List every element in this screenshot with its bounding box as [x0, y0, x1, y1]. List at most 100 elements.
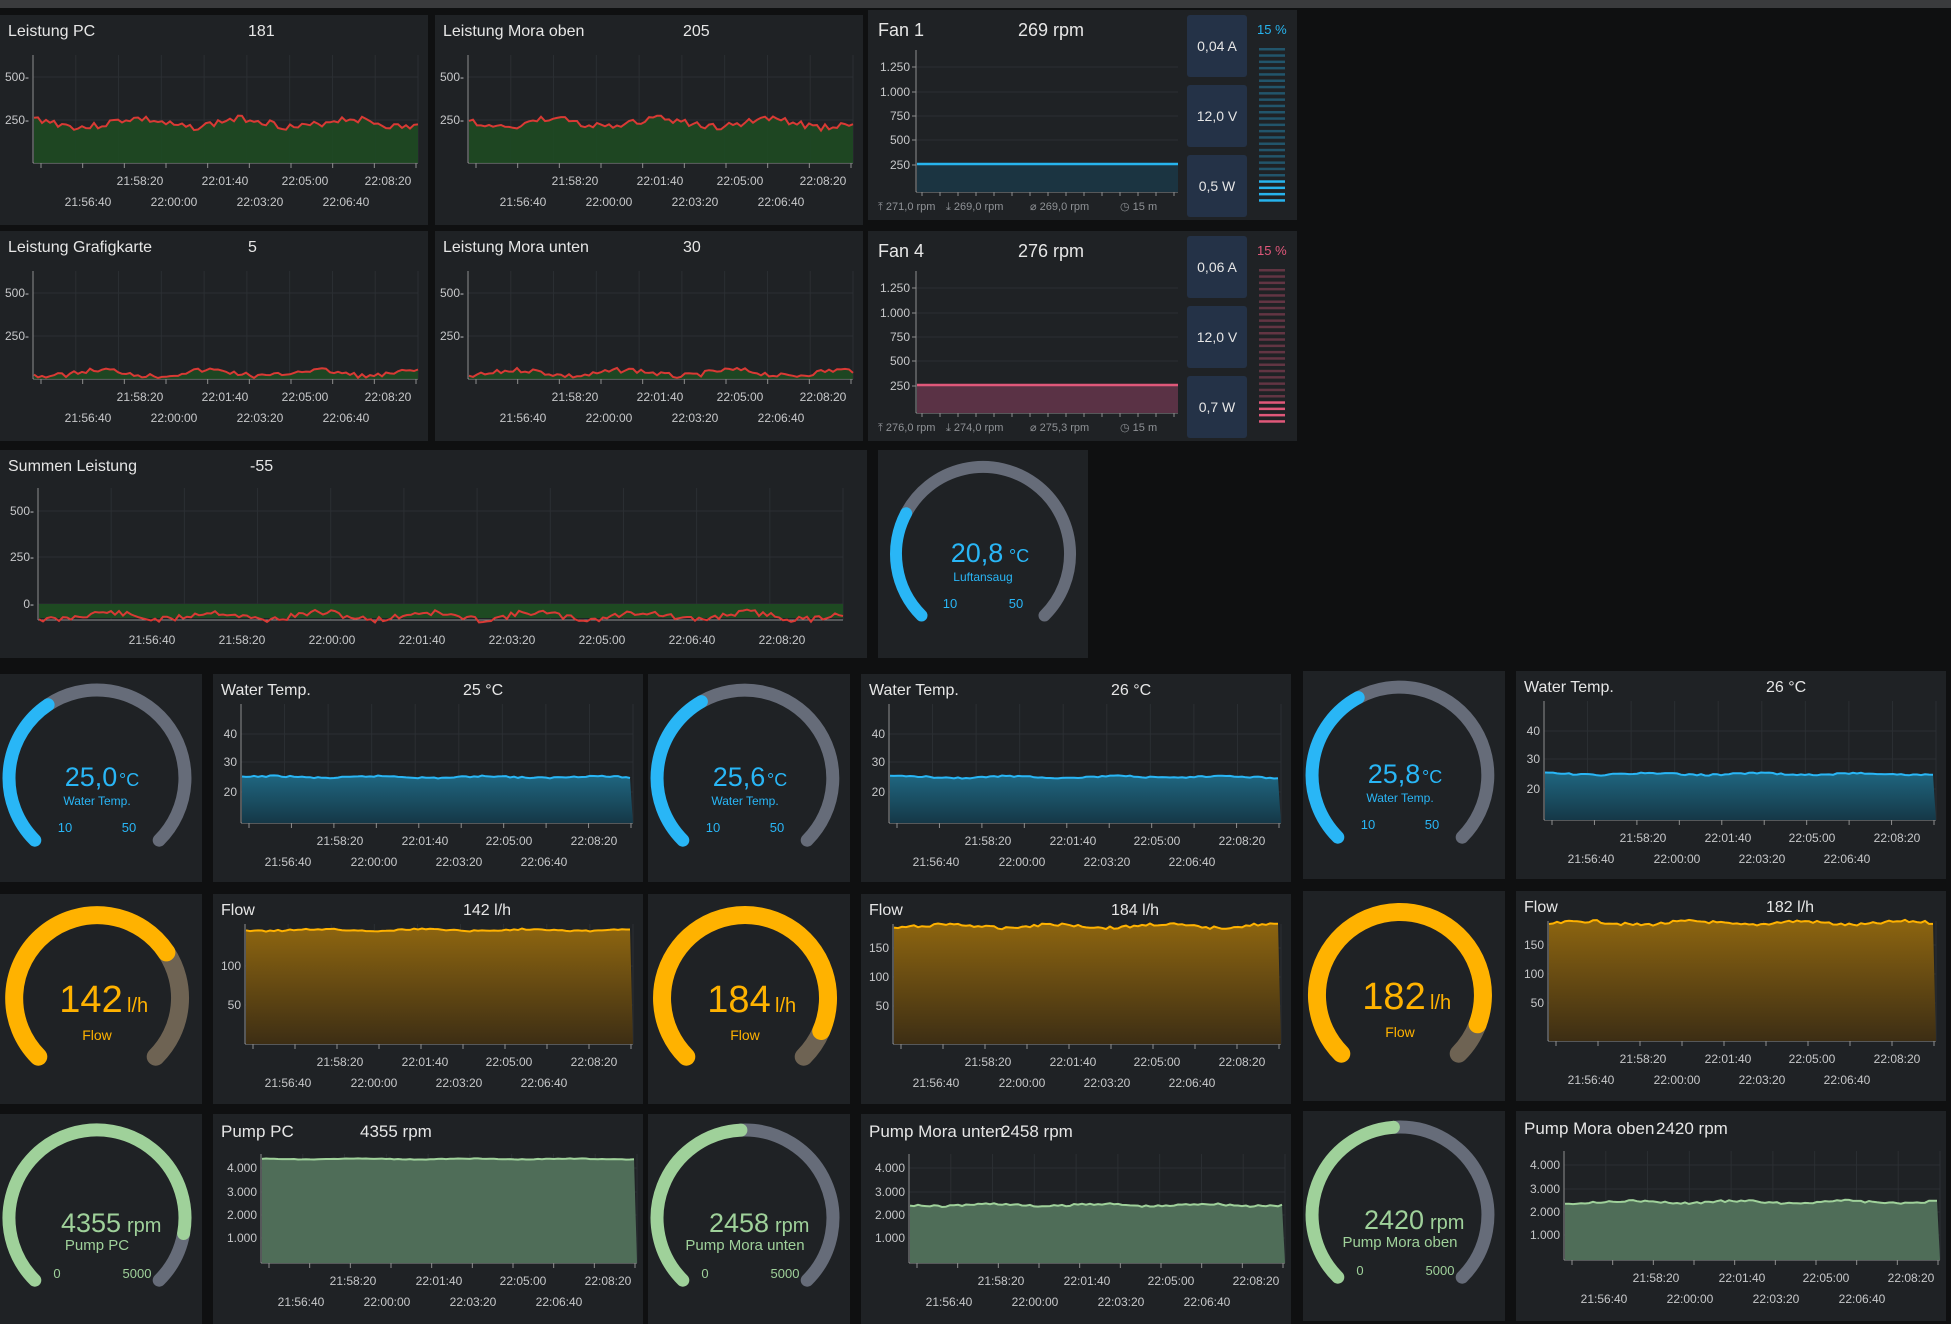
x-tick-label: 22:03:20 [1098, 1295, 1145, 1309]
gauge-unit: °C [1009, 546, 1029, 566]
flow-chart-panel-2: Flow 182 l/h 150 100 50 21:58:20 22:01:40 22:05… [1516, 891, 1946, 1101]
top-bar [0, 0, 1951, 8]
level-segment [1259, 60, 1285, 64]
flow-dial: 182 l/h Flow [1308, 902, 1492, 1063]
x-tick-label: 22:06:40 [1169, 1076, 1216, 1090]
gauge-min: 10 [943, 596, 957, 611]
temp-chart-title: Water Temp. [1524, 679, 1614, 696]
level-segment [1259, 123, 1285, 127]
y-tick-label: 500- [5, 286, 29, 300]
fan-volt-box: 12,0 V [1187, 306, 1247, 368]
gauge-value: 182 [1362, 976, 1425, 1018]
y-tick-label: 500- [440, 286, 464, 300]
gauge-min: 10 [1361, 817, 1375, 832]
gauge-track [152, 1227, 191, 1287]
y-tick-label: 100 [1524, 967, 1544, 981]
power-panel-value: 5 [248, 239, 257, 256]
fan-volt-box: 12,0 V [1187, 85, 1247, 147]
pw2-plot: 500- 250- 21:58:20 22:01:40 22:05:00 22:08:20… [5, 271, 419, 425]
x-tick-label: 22:01:40 [1064, 1274, 1111, 1288]
flow-dial: 142 l/h Flow [5, 906, 189, 1066]
x-tick-label: 21:56:40 [278, 1295, 325, 1309]
level-segment [1259, 269, 1285, 272]
gauge-value: 2458 [709, 1208, 769, 1238]
series-line [1565, 1198, 1937, 1206]
y-tick-label: 20 [872, 785, 886, 799]
fan-stat: ⤒ 276,0 rpm [878, 422, 935, 434]
fan-stat: ⤒ 271,0 rpm [878, 201, 935, 213]
x-tick-label: 22:05:00 [1803, 1271, 1850, 1285]
level-segment [1259, 48, 1285, 51]
gauge-value-arc [650, 1123, 748, 1287]
y-tick-label: 4.000 [875, 1161, 905, 1175]
x-tick-label: 22:06:40 [323, 411, 370, 425]
level-segment [1259, 111, 1285, 114]
gauge-max: 5000 [1426, 1263, 1455, 1278]
level-segment [1259, 98, 1285, 101]
gauge-unit: l/h [127, 995, 148, 1017]
level-segment [1259, 161, 1285, 164]
x-tick-label: 22:06:40 [758, 411, 805, 425]
flow-chart-panel-0: Flow 142 l/h 100 50 21:58:20 22:01:40 22:05:00… [213, 894, 643, 1104]
y-tick-label: 50 [1531, 996, 1545, 1010]
x-tick-label: 22:03:20 [672, 195, 719, 209]
flow-chart-value: 142 l/h [463, 902, 512, 919]
gauge-label: Water Temp. [1366, 791, 1433, 805]
y-tick-label: 30 [872, 755, 886, 769]
y-tick-label: 3.000 [1530, 1182, 1560, 1196]
x-tick-label: 22:08:20 [1874, 1052, 1921, 1066]
gauge-value-arc [1305, 1120, 1400, 1284]
y-tick-label: 500- [440, 70, 464, 84]
x-tick-label: 21:56:40 [265, 855, 312, 869]
y-tick-label: 30 [1527, 752, 1541, 766]
flow-gauge-panel-2: 182 l/h Flow [1303, 891, 1505, 1101]
x-tick-label: 22:01:40 [637, 390, 684, 404]
flow-chart-title: Flow [869, 902, 903, 919]
fan-plot: 1.250 1.000 750 500 250 ⤒ 271,0 rpm ⤓ 269,0 rp… [878, 50, 1178, 213]
fan-title: Fan 4 [878, 241, 925, 261]
x-tick-label: 22:06:40 [1184, 1295, 1231, 1309]
power-panel-title: Leistung Mora oben [443, 23, 585, 40]
y-tick-label: 1.250 [880, 60, 910, 74]
level-segment [1259, 155, 1285, 158]
fan-level-bar [1259, 48, 1285, 202]
tc1-plot: 40 30 20 21:58:20 22:01:40 22:05:00 22:08:20 21… [872, 704, 1282, 869]
series-area [469, 115, 853, 163]
x-tick-label: 22:00:00 [151, 411, 198, 425]
temp-dial: 25,8 °C Water Temp. 10 50 [1305, 680, 1495, 844]
gauge-value: 20,8 [951, 538, 1004, 568]
fan-stat: ⤓ 269,0 rpm [946, 201, 1003, 213]
series-line [33, 114, 419, 132]
pw0-plot: 500- 250- 21:58:20 22:01:40 22:05:00 22:08:20… [5, 55, 419, 209]
x-tick-label: 22:03:20 [1753, 1292, 1800, 1306]
x-tick-label: 22:00:00 [999, 1076, 1046, 1090]
x-tick-label: 22:00:00 [364, 1295, 411, 1309]
x-tick-label: 22:06:40 [521, 1076, 568, 1090]
pc2-plot: 4.000 3.000 2.000 1.000 21:58:20 22:01:40 22:0… [1530, 1151, 1941, 1306]
x-tick-label: 22:08:20 [1874, 831, 1921, 845]
y-tick-label: 150 [1524, 938, 1544, 952]
y-tick-label: 4.000 [227, 1161, 257, 1175]
power-panel-0: Leistung PC 181 500- 250- 21:58:20 22:01:40 22… [0, 15, 428, 225]
pw1-plot: 500- 250- 21:58:20 22:01:40 22:05:00 22:08:20… [440, 55, 854, 209]
x-tick-label: 21:58:20 [552, 174, 599, 188]
x-tick-label: 22:06:40 [323, 195, 370, 209]
x-tick-label: 21:58:20 [117, 390, 164, 404]
x-tick-label: 22:03:20 [1739, 852, 1786, 866]
gauge-value: 184 [707, 979, 770, 1021]
y-tick-label: 250 [890, 158, 910, 172]
power-panel-title: Leistung PC [8, 23, 96, 40]
y-tick-label: 40 [1527, 724, 1541, 738]
y-tick-label: 500- [5, 70, 29, 84]
x-tick-label: 21:58:20 [1620, 831, 1667, 845]
level-segment [1259, 363, 1285, 366]
x-tick-label: 22:08:20 [585, 1274, 632, 1288]
gauge-label: Flow [730, 1027, 760, 1043]
gauge-value: 25,6 [713, 762, 766, 792]
gauge-unit: °C [119, 770, 139, 790]
y-tick-label: 500 [890, 133, 910, 147]
fan-amp-box: 0,06 A [1187, 236, 1247, 298]
gauge-min: 0 [1356, 1263, 1363, 1278]
x-tick-label: 22:08:20 [1233, 1274, 1280, 1288]
x-tick-label: 21:56:40 [913, 1076, 960, 1090]
